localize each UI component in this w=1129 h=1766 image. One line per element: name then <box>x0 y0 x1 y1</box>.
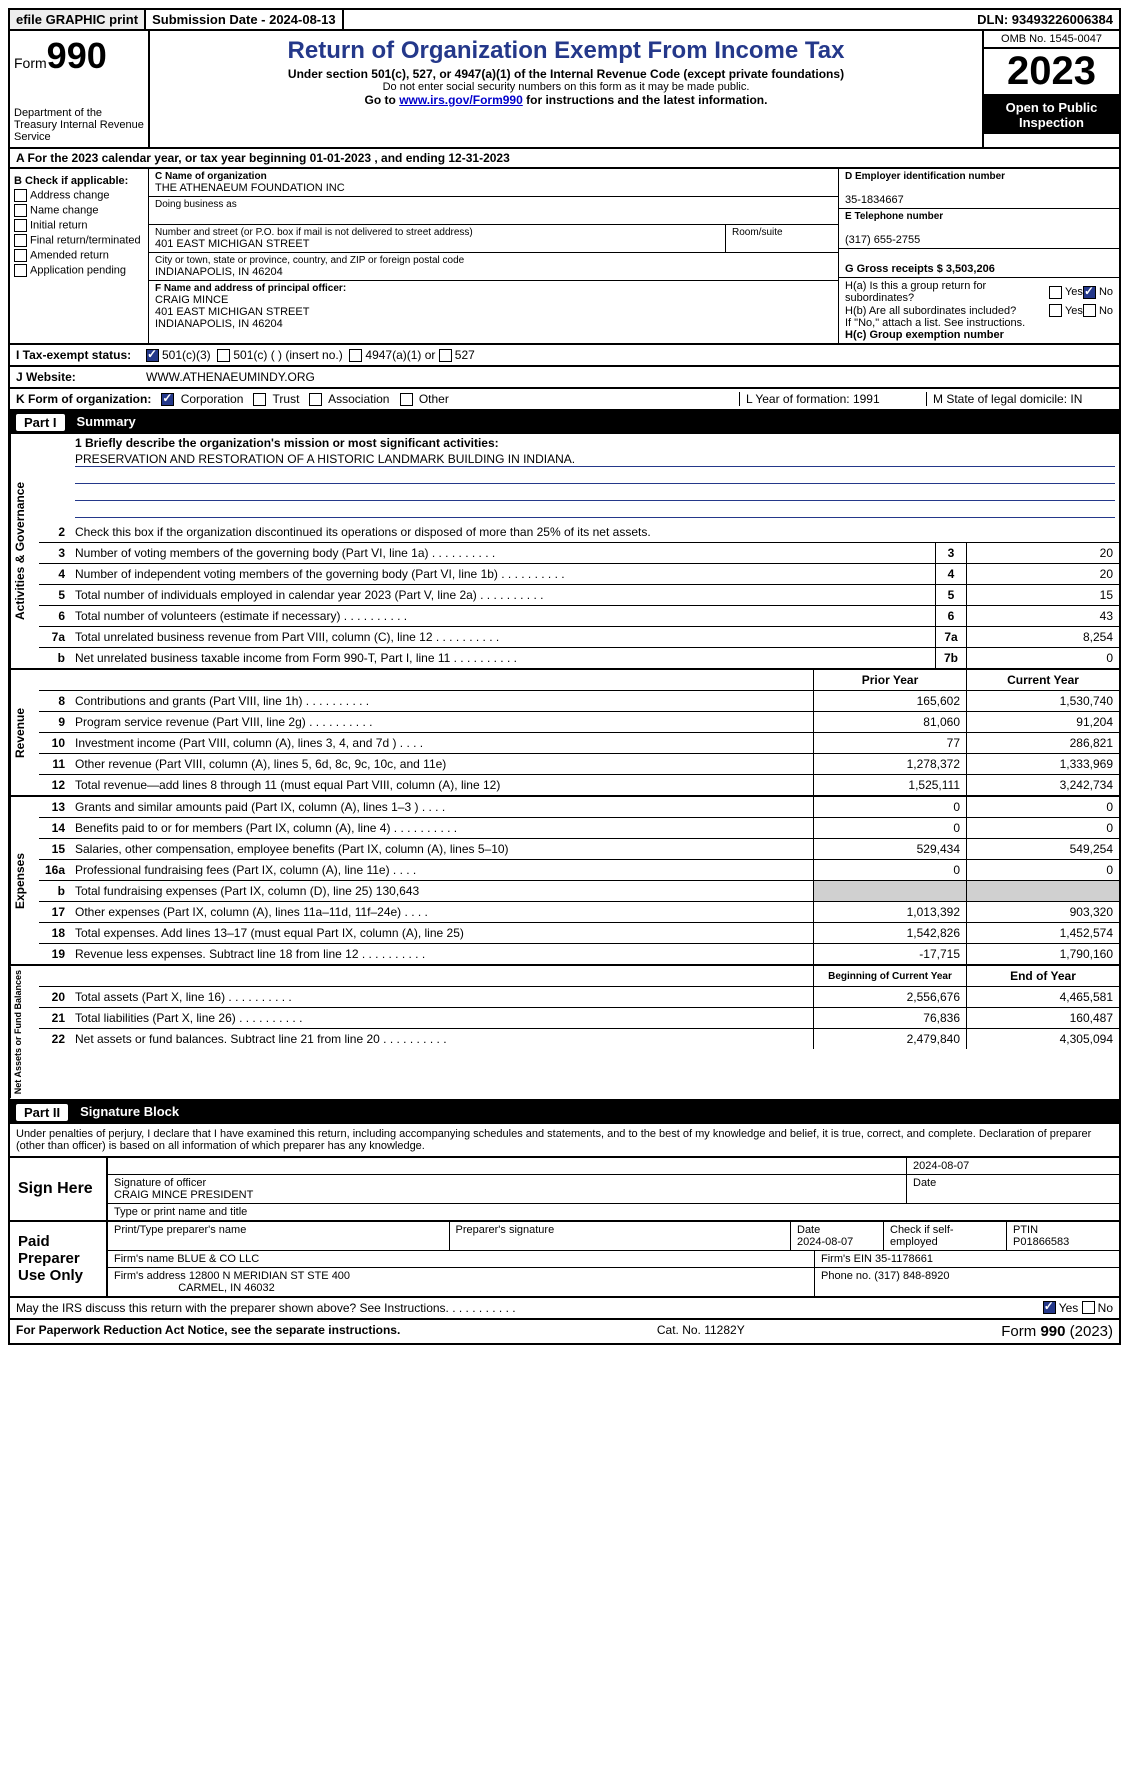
phone-cell: E Telephone number (317) 655-2755 <box>839 209 1119 249</box>
part2-header: Part II Signature Block <box>8 1101 1121 1124</box>
governance-section: Activities & Governance 1 Briefly descri… <box>8 434 1121 670</box>
website-row: J Website: WWW.ATHENAEUMINDY.ORG <box>8 367 1121 389</box>
efile-button[interactable]: efile GRAPHIC print <box>10 10 146 29</box>
ein-cell: D Employer identification number 35-1834… <box>839 169 1119 209</box>
form-footer: For Paperwork Reduction Act Notice, see … <box>8 1320 1121 1345</box>
form-number: Form990 <box>14 35 144 77</box>
tax-exempt-row: I Tax-exempt status: 501(c)(3) 501(c) ( … <box>8 345 1121 367</box>
governance-tab: Activities & Governance <box>10 434 39 668</box>
officer-cell: F Name and address of principal officer:… <box>149 281 838 332</box>
expenses-tab: Expenses <box>10 797 39 964</box>
col-b-checkboxes: B Check if applicable: Address change Na… <box>10 169 149 343</box>
group-return: H(a) Is this a group return for subordin… <box>839 278 1119 343</box>
subtitle-3: Go to www.irs.gov/Form990 for instructio… <box>154 93 978 107</box>
city-cell: City or town, state or province, country… <box>149 253 838 281</box>
net-assets-tab: Net Assets or Fund Balances <box>10 966 39 1098</box>
net-assets-section: Net Assets or Fund Balances Beginning of… <box>8 966 1121 1100</box>
form-title: Return of Organization Exempt From Incom… <box>154 37 978 65</box>
gross-receipts: G Gross receipts $ 3,503,206 <box>839 249 1119 278</box>
open-inspection: Open to Public Inspection <box>984 96 1119 134</box>
part1-header: Part I Summary <box>8 411 1121 434</box>
expenses-section: Expenses 13Grants and similar amounts pa… <box>8 797 1121 966</box>
row-a-period: A For the 2023 calendar year, or tax yea… <box>8 149 1121 169</box>
submission-date: Submission Date - 2024-08-13 <box>146 10 344 29</box>
omb-number: OMB No. 1545-0047 <box>984 31 1119 49</box>
org-name-cell: C Name of organization THE ATHENAEUM FOU… <box>149 169 838 197</box>
website-value: WWW.ATHENAEUMINDY.ORG <box>146 370 315 384</box>
entity-info: B Check if applicable: Address change Na… <box>8 169 1121 345</box>
room-cell: Room/suite <box>726 225 838 253</box>
address-cell: Number and street (or P.O. box if mail i… <box>149 225 726 253</box>
dba-cell: Doing business as <box>149 197 838 225</box>
form-org-row: K Form of organization: Corporation Trus… <box>8 389 1121 411</box>
signature-declaration: Under penalties of perjury, I declare th… <box>8 1124 1121 1156</box>
sign-here-block: Sign Here 2024-08-07 Signature of office… <box>8 1156 1121 1222</box>
revenue-section: Revenue Prior YearCurrent Year 8Contribu… <box>8 670 1121 797</box>
subtitle-1: Under section 501(c), 527, or 4947(a)(1)… <box>154 67 978 81</box>
dln: DLN: 93493226006384 <box>971 10 1119 29</box>
mission-text: PRESERVATION AND RESTORATION OF A HISTOR… <box>75 452 1115 467</box>
revenue-tab: Revenue <box>10 670 39 795</box>
dept-label: Department of the Treasury Internal Reve… <box>14 107 144 143</box>
subtitle-2: Do not enter social security numbers on … <box>154 81 978 93</box>
irs-link[interactable]: www.irs.gov/Form990 <box>399 93 523 107</box>
topbar: efile GRAPHIC print Submission Date - 20… <box>8 8 1121 31</box>
tax-year: 2023 <box>984 49 1119 96</box>
form-header: Form990 Department of the Treasury Inter… <box>8 31 1121 149</box>
paid-preparer-block: Paid Preparer Use Only Print/Type prepar… <box>8 1222 1121 1298</box>
discuss-row: May the IRS discuss this return with the… <box>8 1298 1121 1320</box>
